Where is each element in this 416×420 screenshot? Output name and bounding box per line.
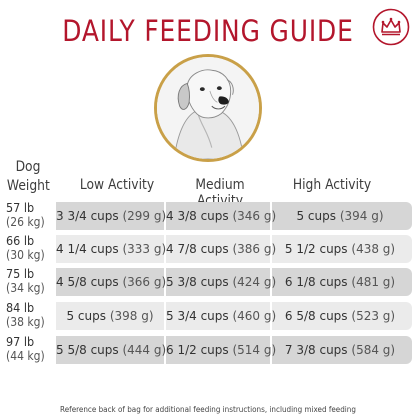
cups-value: 5 5/8 cups xyxy=(56,343,119,357)
cell-low: 5 5/8 cups (444 g) xyxy=(56,336,167,364)
weight-lb: 66 lb xyxy=(6,233,35,248)
row-weight: 66 lb (30 kg) xyxy=(6,233,54,263)
cups-value: 5 cups xyxy=(66,309,106,323)
cell-low: 3 3/4 cups (299 g) xyxy=(56,202,167,230)
weight-lb: 84 lb xyxy=(6,300,35,315)
cell-medium: 5 3/8 cups (424 g) xyxy=(166,268,276,296)
cell-medium: 5 3/4 cups (460 g) xyxy=(166,302,276,330)
table-row: 57 lb (26 kg) 3 3/4 cups (299 g) 4 3/8 c… xyxy=(0,200,416,230)
row-weight: 75 lb (34 kg) xyxy=(6,266,54,296)
grams-value: (366 g) xyxy=(122,275,167,289)
row-weight: 84 lb (38 kg) xyxy=(6,300,54,330)
weight-kg: (30 kg) xyxy=(6,248,45,262)
row-weight: 57 lb (26 kg) xyxy=(6,200,54,230)
cups-value: 4 5/8 cups xyxy=(56,275,119,289)
weight-lb: 75 lb xyxy=(6,266,35,281)
grams-value: (346 g) xyxy=(232,209,277,223)
table-row: 66 lb (30 kg) 4 1/4 cups (333 g) 4 7/8 c… xyxy=(0,233,416,263)
cups-value: 5 cups xyxy=(296,209,336,223)
cell-medium: 4 3/8 cups (346 g) xyxy=(166,202,276,230)
cell-high: 6 1/8 cups (481 g) xyxy=(272,268,408,296)
cell-high: 5 cups (394 g) xyxy=(272,202,408,230)
row-band xyxy=(56,202,412,230)
page-title: DAILY FEEDING GUIDE xyxy=(62,14,354,48)
header-weight-line2: Weight xyxy=(6,178,50,194)
row-band xyxy=(56,302,412,330)
cell-low: 5 cups (398 g) xyxy=(56,302,164,330)
weight-lb: 57 lb xyxy=(6,200,35,215)
row-band xyxy=(56,268,412,296)
weight-kg: (26 kg) xyxy=(6,215,45,229)
table-row: 84 lb (38 kg) 5 cups (398 g) 5 3/4 cups … xyxy=(0,300,416,330)
cups-value: 4 1/4 cups xyxy=(56,242,119,256)
footnote: Reference back of bag for additional fee… xyxy=(60,405,356,414)
cups-value: 4 3/8 cups xyxy=(166,209,229,223)
grams-value: (444 g) xyxy=(122,343,167,357)
grams-value: (523 g) xyxy=(351,309,396,323)
grams-value: (299 g) xyxy=(122,209,167,223)
grams-value: (438 g) xyxy=(351,242,396,256)
cell-medium: 6 1/2 cups (514 g) xyxy=(166,336,276,364)
cell-high: 5 1/2 cups (438 g) xyxy=(272,235,408,263)
weight-kg: (38 kg) xyxy=(6,315,45,329)
grams-value: (481 g) xyxy=(351,275,396,289)
cups-value: 4 7/8 cups xyxy=(166,242,229,256)
grams-value: (386 g) xyxy=(232,242,277,256)
cell-low: 4 1/4 cups (333 g) xyxy=(56,235,167,263)
cups-value: 5 1/2 cups xyxy=(284,242,348,256)
table-row: 75 lb (34 kg) 4 5/8 cups (366 g) 5 3/8 c… xyxy=(0,266,416,296)
grams-value: (584 g) xyxy=(351,343,396,357)
grams-value: (333 g) xyxy=(122,242,167,256)
grams-value: (394 g) xyxy=(339,209,384,223)
grams-value: (460 g) xyxy=(232,309,277,323)
row-weight: 97 lb (44 kg) xyxy=(6,334,54,364)
cell-medium: 4 7/8 cups (386 g) xyxy=(166,235,276,263)
crown-logo-icon xyxy=(372,8,410,46)
cups-value: 3 3/4 cups xyxy=(56,209,119,223)
header-weight-line1: Dog xyxy=(15,159,41,175)
header-high-activity: High Activity xyxy=(292,177,372,193)
header-dog-weight: Dog Weight xyxy=(6,158,50,196)
dog-portrait-icon xyxy=(154,54,262,162)
row-band xyxy=(56,336,412,364)
cups-value: 6 1/2 cups xyxy=(166,343,229,357)
weight-kg: (34 kg) xyxy=(6,281,45,295)
grams-value: (424 g) xyxy=(232,275,277,289)
weight-lb: 97 lb xyxy=(6,334,35,349)
table-header: Dog Weight Low Activity Medium Activity … xyxy=(0,156,416,209)
weight-kg: (44 kg) xyxy=(6,349,45,363)
cups-value: 6 1/8 cups xyxy=(284,275,348,289)
cups-value: 7 3/8 cups xyxy=(284,343,348,357)
cups-value: 6 5/8 cups xyxy=(284,309,348,323)
cell-high: 7 3/8 cups (584 g) xyxy=(272,336,408,364)
grams-value: (514 g) xyxy=(232,343,277,357)
header-low-activity: Low Activity xyxy=(79,177,155,193)
cell-low: 4 5/8 cups (366 g) xyxy=(56,268,167,296)
cups-value: 5 3/4 cups xyxy=(166,309,229,323)
cups-value: 5 3/8 cups xyxy=(166,275,229,289)
cell-high: 6 5/8 cups (523 g) xyxy=(272,302,408,330)
grams-value: (398 g) xyxy=(109,309,154,323)
row-band xyxy=(56,235,412,263)
table-row: 97 lb (44 kg) 5 5/8 cups (444 g) 6 1/2 c… xyxy=(0,334,416,364)
